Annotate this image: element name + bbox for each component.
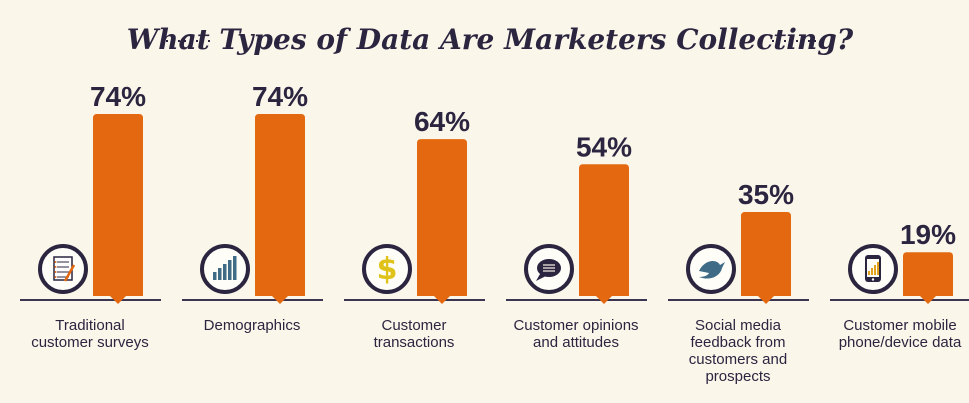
bar-group-1: 74% Demographics — [182, 81, 323, 334]
bar-value-label: 19% — [900, 219, 956, 250]
bar — [579, 164, 629, 304]
category-label: Demographics — [204, 317, 301, 334]
demographics-chart-icon-glyph — [213, 256, 237, 280]
bar-group-5: 19% Customer mobile phone/device data — [830, 219, 969, 351]
dollar-icon-glyph: $ — [377, 252, 398, 287]
category-label: Customer transactions — [374, 317, 455, 351]
speech-bubble-icon-glyph — [536, 259, 561, 281]
category-label: Social media feedback from customers and pr… — [689, 317, 787, 385]
svg-text:$: $ — [377, 252, 398, 287]
bar-group-2: $64% Customer transactions — [344, 106, 485, 351]
survey-icon-glyph — [53, 256, 76, 282]
chart-title: What Types of Data Are Marketers Collect… — [127, 23, 854, 56]
title-group: What Types of Data Are Marketers Collect… — [127, 23, 854, 56]
twitter-bird-icon-glyph — [699, 261, 725, 279]
category-label: Customer opinions and attitudes — [513, 317, 638, 351]
bar-value-label: 64% — [414, 106, 470, 137]
mobile-phone-icon-glyph — [865, 255, 881, 282]
bar — [741, 212, 791, 304]
bar-value-label: 54% — [576, 131, 632, 162]
bar-value-label: 74% — [90, 81, 146, 112]
bar — [417, 139, 467, 304]
bar-value-label: 74% — [252, 81, 308, 112]
category-label: Customer mobile phone/device data — [839, 317, 962, 351]
dollar-icon — [362, 244, 412, 294]
bar-group-0: 74% Traditional customer surveys — [20, 81, 161, 351]
bar — [93, 114, 143, 304]
category-label: Traditional customer surveys — [31, 317, 149, 351]
bar-group-4: 35% Social media feedback from customers an… — [668, 179, 809, 385]
bar — [903, 252, 953, 304]
bar — [255, 114, 305, 304]
bar-value-label: 35% — [738, 179, 794, 210]
bar-groups: 74% Traditional customer surveys 74% Demogra… — [20, 81, 969, 385]
bar-group-3: 54% Customer opinions and attitudes — [506, 131, 647, 351]
